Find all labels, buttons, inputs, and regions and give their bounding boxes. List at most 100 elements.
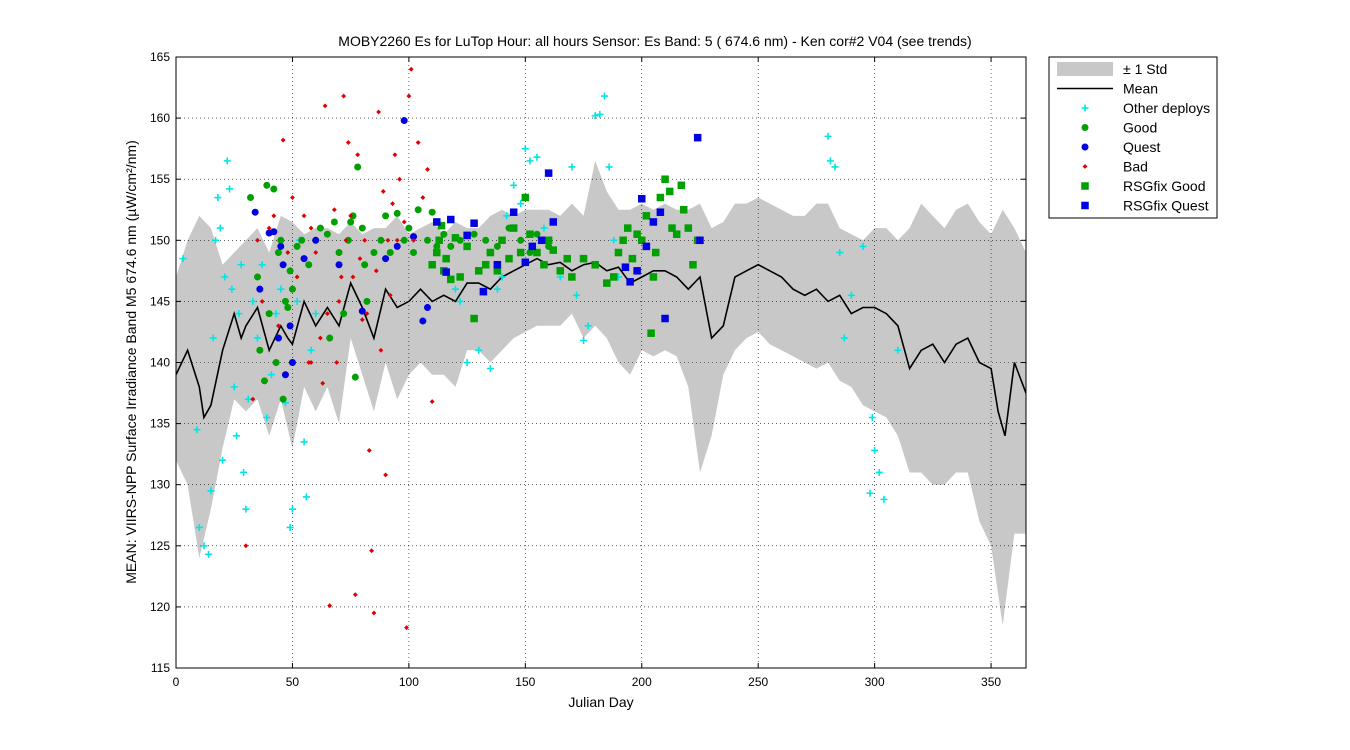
data-point (259, 298, 265, 304)
data-point (322, 103, 328, 109)
data-point (498, 236, 506, 245)
data-point (521, 258, 530, 267)
data-point (544, 169, 553, 177)
data-point (250, 396, 256, 402)
data-point (419, 317, 427, 325)
data-point (486, 248, 495, 257)
data-point (348, 213, 354, 219)
series-bad (243, 66, 435, 631)
data-point (351, 373, 359, 381)
data-point (404, 625, 409, 631)
data-point (633, 267, 641, 275)
data-point (528, 242, 537, 251)
data-point (249, 297, 257, 305)
data-point (265, 310, 273, 318)
data-point (580, 337, 588, 345)
data-point (355, 152, 361, 158)
data-point (433, 248, 441, 257)
data-point (366, 448, 372, 453)
legend-item: Other deploys (1081, 100, 1210, 116)
legend-item: Quest (1081, 139, 1160, 155)
data-point (288, 358, 296, 366)
data-point (498, 273, 506, 281)
data-point (323, 230, 331, 238)
data-point (358, 224, 366, 232)
data-point (668, 224, 676, 232)
data-point (493, 285, 501, 293)
data-point (628, 254, 637, 263)
data-point (451, 234, 460, 242)
data-point (284, 304, 292, 312)
data-point (179, 255, 187, 263)
data-point (277, 242, 285, 250)
data-point (286, 523, 294, 531)
data-point (382, 212, 390, 220)
data-point (875, 468, 883, 476)
data-point (327, 603, 333, 609)
data-point (533, 153, 541, 161)
data-point (364, 311, 370, 317)
data-point (317, 335, 323, 341)
data-point (626, 278, 634, 286)
data-point (293, 297, 301, 305)
data-point (343, 237, 349, 243)
data-point (359, 317, 365, 323)
y-tick-label: 130 (150, 478, 170, 492)
y-tick-label: 135 (150, 417, 170, 431)
data-point (442, 254, 450, 263)
data-point (277, 236, 285, 244)
data-point (240, 468, 248, 476)
y-tick-label: 150 (150, 233, 170, 247)
data-point (305, 261, 313, 269)
data-point (517, 236, 525, 244)
data-point (226, 185, 234, 193)
data-point (894, 346, 902, 354)
data-point (649, 273, 658, 281)
legend-swatch-marker (1081, 201, 1089, 210)
data-point (871, 446, 879, 454)
legend-item: RSGfix Quest (1081, 198, 1209, 214)
data-point (256, 285, 264, 293)
data-point (247, 194, 255, 202)
data-point (334, 360, 340, 365)
data-point (370, 249, 378, 257)
data-point (868, 413, 876, 421)
data-point (665, 187, 674, 196)
data-point (258, 261, 266, 269)
legend-swatch-marker (1081, 124, 1089, 132)
data-point (826, 157, 834, 165)
data-point (338, 274, 344, 280)
data-point (362, 237, 368, 243)
data-point (544, 236, 553, 245)
data-point (371, 610, 377, 616)
legend-swatch-marker (1081, 182, 1089, 190)
x-tick-label: 350 (981, 675, 1001, 689)
data-point (408, 66, 414, 72)
data-point (393, 242, 401, 250)
data-point (361, 261, 369, 269)
data-point (540, 224, 548, 232)
data-point (672, 230, 681, 238)
data-point (216, 224, 224, 232)
data-point (591, 112, 599, 120)
data-point (584, 322, 592, 330)
series-quest (251, 117, 432, 379)
legend-item: Bad (1082, 159, 1148, 175)
data-point (369, 548, 375, 554)
data-point (312, 310, 320, 318)
data-point (621, 263, 630, 271)
data-point (447, 242, 455, 250)
legend-label: Good (1123, 120, 1157, 136)
x-tick-label: 50 (286, 675, 300, 689)
data-point (254, 273, 262, 281)
data-point (661, 175, 669, 183)
data-point (243, 543, 249, 549)
data-point (428, 208, 436, 216)
data-point (219, 456, 227, 464)
data-point (386, 249, 394, 257)
data-point (214, 194, 222, 202)
data-point (345, 140, 351, 145)
data-point (405, 224, 413, 232)
data-point (505, 254, 513, 263)
data-point (463, 242, 471, 251)
